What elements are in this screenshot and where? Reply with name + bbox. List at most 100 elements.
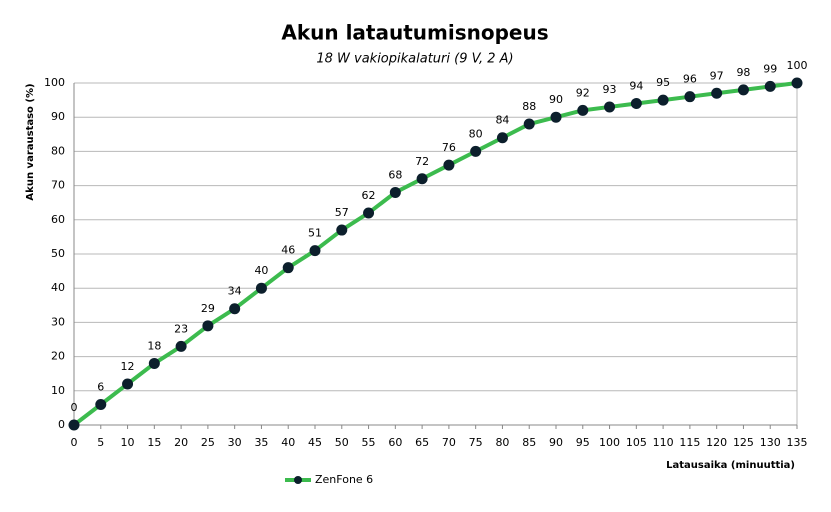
data-point — [443, 159, 455, 171]
data-point — [630, 98, 642, 110]
data-point — [604, 101, 616, 113]
chart-subtitle: 18 W vakiopikalaturi (9 V, 2 A) — [316, 52, 513, 67]
y-tick-label: 100 — [44, 76, 65, 89]
data-label: 84 — [495, 114, 509, 127]
x-tick-label: 85 — [522, 436, 536, 449]
data-point — [202, 320, 214, 332]
data-label: 95 — [656, 76, 670, 89]
data-point — [389, 186, 401, 198]
data-label: 18 — [147, 339, 161, 352]
data-label: 99 — [763, 62, 777, 75]
x-tick-label: 70 — [442, 436, 456, 449]
y-tick-label: 30 — [51, 315, 65, 328]
data-point — [416, 173, 428, 185]
data-point — [550, 111, 562, 123]
data-label: 23 — [174, 322, 188, 335]
data-point — [791, 77, 803, 89]
x-tick-label: 0 — [71, 436, 78, 449]
data-label: 92 — [576, 86, 590, 99]
data-label: 90 — [549, 93, 563, 106]
data-label: 62 — [362, 189, 376, 202]
data-point — [523, 118, 535, 130]
data-point — [737, 84, 749, 96]
series-line — [72, 81, 798, 427]
data-label: 93 — [603, 83, 617, 96]
data-label: 57 — [335, 206, 349, 219]
data-label: 88 — [522, 100, 536, 113]
y-axis-title: Akun varaustaso (%) — [25, 83, 36, 200]
data-point — [684, 91, 696, 103]
x-tick-label: 25 — [201, 436, 215, 449]
y-tick-label: 70 — [51, 179, 65, 192]
x-tick-label: 15 — [147, 436, 161, 449]
x-tick-label: 10 — [121, 436, 135, 449]
x-tick-label: 125 — [733, 436, 754, 449]
x-tick-label: 75 — [469, 436, 483, 449]
data-label: 68 — [388, 168, 402, 181]
data-point — [336, 224, 348, 236]
x-tick-label: 100 — [599, 436, 620, 449]
x-tick-label: 110 — [653, 436, 674, 449]
data-point — [764, 80, 776, 92]
y-tick-label: 90 — [51, 110, 65, 123]
data-label: 46 — [281, 244, 295, 257]
y-tick-label: 60 — [51, 213, 65, 226]
data-label: 72 — [415, 155, 429, 168]
data-point — [95, 398, 107, 410]
x-tick-label: 35 — [254, 436, 268, 449]
x-tick-label: 115 — [679, 436, 700, 449]
data-label: 97 — [710, 69, 724, 82]
data-label: 40 — [254, 264, 268, 277]
y-tick-label: 40 — [51, 281, 65, 294]
x-tick-label: 80 — [495, 436, 509, 449]
y-tick-label: 10 — [51, 384, 65, 397]
y-tick-label: 80 — [51, 144, 65, 157]
data-label: 6 — [97, 380, 104, 393]
data-label: 51 — [308, 227, 322, 240]
x-tick-label: 135 — [787, 436, 808, 449]
x-tick-label: 105 — [626, 436, 647, 449]
y-tick-label: 50 — [51, 247, 65, 260]
data-point — [282, 262, 294, 274]
data-point — [148, 357, 160, 369]
data-point — [255, 282, 267, 294]
data-label: 96 — [683, 73, 697, 86]
data-point — [68, 419, 80, 431]
x-tick-label: 60 — [388, 436, 402, 449]
data-label: 98 — [736, 66, 750, 79]
y-tick-label: 0 — [58, 418, 65, 431]
x-tick-label: 40 — [281, 436, 295, 449]
data-label: 29 — [201, 302, 215, 315]
legend-marker — [294, 476, 302, 484]
x-tick-label: 95 — [576, 436, 590, 449]
data-point — [175, 340, 187, 352]
data-label: 100 — [787, 59, 808, 72]
data-label: 34 — [228, 285, 242, 298]
data-point — [470, 145, 482, 157]
data-point — [577, 104, 589, 116]
x-tick-label: 20 — [174, 436, 188, 449]
x-tick-label: 120 — [706, 436, 727, 449]
x-tick-label: 90 — [549, 436, 563, 449]
x-axis-title: Latausaika (minuuttia) — [666, 460, 795, 471]
x-tick-label: 5 — [97, 436, 104, 449]
x-tick-label: 50 — [335, 436, 349, 449]
data-label: 76 — [442, 141, 456, 154]
data-label: 94 — [629, 80, 643, 93]
legend-label: ZenFone 6 — [315, 473, 373, 486]
chart-title: Akun latautumisnopeus — [281, 21, 548, 45]
x-tick-label: 45 — [308, 436, 322, 449]
data-point — [229, 303, 241, 315]
data-point — [657, 94, 669, 106]
x-tick-label: 130 — [760, 436, 781, 449]
x-tick-label: 55 — [362, 436, 376, 449]
data-label: 0 — [71, 401, 78, 414]
data-point — [363, 207, 375, 219]
y-tick-label: 20 — [51, 350, 65, 363]
data-point — [309, 245, 321, 257]
data-point — [496, 132, 508, 144]
data-point — [122, 378, 134, 390]
x-tick-label: 30 — [228, 436, 242, 449]
data-point — [711, 87, 723, 99]
